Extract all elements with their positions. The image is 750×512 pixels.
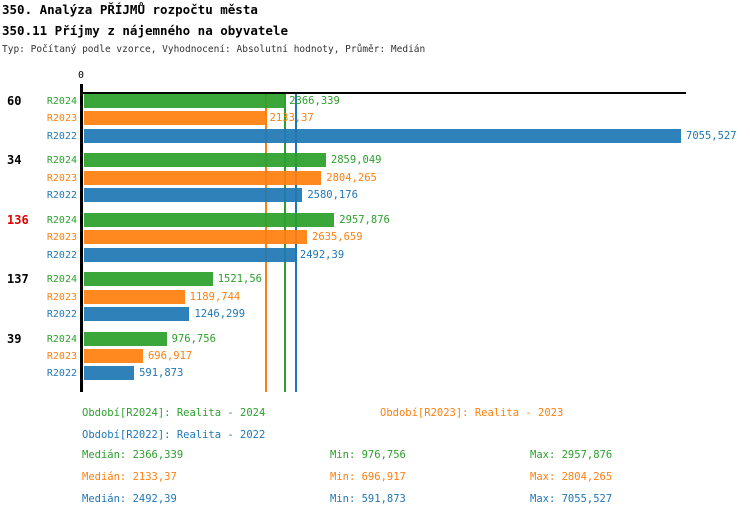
bar-value-label: 2635,659 bbox=[312, 231, 363, 244]
bar-r2022-group-39 bbox=[84, 366, 135, 381]
bar-value-label: 1189,744 bbox=[189, 290, 241, 303]
group-label-137: 137 bbox=[7, 272, 29, 287]
chart-title: 350. Analýza PŘÍJMŮ rozpočtu města bbox=[2, 2, 258, 17]
bar-value-label: 591,873 bbox=[139, 367, 184, 380]
legend-max-r2024: Max: 2957,876 bbox=[530, 449, 613, 461]
series-label-r2024: R2024 bbox=[46, 274, 77, 286]
series-label-r2022: R2022 bbox=[46, 368, 77, 380]
group-label-136: 136 bbox=[7, 212, 29, 227]
x-axis-line bbox=[80, 92, 686, 94]
bar-value-label: 2580,176 bbox=[307, 189, 358, 202]
series-label-r2022: R2022 bbox=[46, 190, 77, 202]
bar-r2023-group-60 bbox=[84, 111, 265, 126]
bar-value-label: 2957,876 bbox=[339, 213, 390, 226]
bar-r2024-group-136 bbox=[84, 212, 335, 227]
bar-value-label: 1521,56 bbox=[217, 273, 262, 286]
series-label-r2022: R2022 bbox=[46, 130, 77, 142]
series-label-r2024: R2024 bbox=[46, 155, 77, 167]
legend-max-r2022: Max: 7055,527 bbox=[530, 493, 613, 505]
bar-r2023-group-136 bbox=[84, 230, 307, 245]
bar-r2023-group-39 bbox=[84, 349, 143, 363]
series-label-r2024: R2024 bbox=[46, 333, 77, 345]
series-label-r2023: R2023 bbox=[46, 351, 77, 362]
series-label-r2023: R2023 bbox=[46, 291, 77, 303]
bar-r2024-group-60 bbox=[84, 94, 285, 108]
bar-value-label: 976,756 bbox=[171, 332, 216, 345]
bar-value-label: 2366,339 bbox=[289, 95, 340, 107]
x-axis-tick-label: 0 bbox=[77, 70, 85, 81]
legend-max-r2023: Max: 2804,265 bbox=[530, 471, 613, 483]
median-line-r2022 bbox=[294, 93, 297, 392]
bar-value-label: 7055,527 bbox=[686, 129, 737, 142]
legend-min-r2022: Min: 591,873 bbox=[330, 493, 406, 505]
bar-r2022-group-137 bbox=[84, 307, 190, 321]
series-label-r2023: R2023 bbox=[46, 113, 77, 125]
bar-r2022-group-34 bbox=[84, 188, 303, 203]
legend-median-r2022: Medián: 2492,39 bbox=[82, 493, 177, 505]
bar-value-label: 1246,299 bbox=[194, 308, 246, 320]
y-axis-line bbox=[80, 84, 83, 392]
series-label-r2023: R2023 bbox=[46, 232, 77, 244]
bar-value-label: 2859,049 bbox=[330, 154, 382, 167]
group-label-34: 34 bbox=[7, 153, 22, 168]
legend-min-r2023: Min: 696,917 bbox=[330, 471, 406, 483]
legend-period-r2022: Období[R2022]: Realita - 2022 bbox=[82, 429, 266, 441]
bar-r2023-group-34 bbox=[84, 170, 322, 185]
bar-r2024-group-137 bbox=[84, 272, 213, 287]
chart-meta: Typ: Počítaný podle vzorce, Vyhodnocení:… bbox=[2, 44, 426, 55]
series-label-r2022: R2022 bbox=[46, 309, 77, 320]
series-label-r2022: R2022 bbox=[46, 249, 77, 261]
bar-value-label: 2804,265 bbox=[326, 171, 377, 184]
bar-value-label: 2133,37 bbox=[269, 112, 314, 125]
bar-value-label: 2492,39 bbox=[299, 248, 345, 261]
group-label-39: 39 bbox=[7, 331, 22, 346]
legend-period-r2024: Období[R2024]: Realita - 2024 bbox=[82, 407, 266, 419]
median-line-r2024 bbox=[284, 93, 287, 392]
legend-min-r2024: Min: 976,756 bbox=[330, 449, 406, 461]
bar-r2022-group-60 bbox=[84, 128, 681, 143]
legend-median-r2023: Medián: 2133,37 bbox=[82, 471, 177, 483]
median-line-r2023 bbox=[264, 93, 267, 392]
bar-value-label: 696,917 bbox=[147, 350, 193, 362]
bar-r2023-group-137 bbox=[84, 289, 185, 304]
legend-median-r2024: Medián: 2366,339 bbox=[82, 449, 184, 461]
series-label-r2024: R2024 bbox=[46, 96, 77, 107]
bar-r2024-group-39 bbox=[84, 331, 167, 346]
chart-subtitle: 350.11 Příjmy z nájemného na obyvatele bbox=[2, 23, 288, 38]
bar-r2022-group-136 bbox=[84, 247, 295, 262]
group-label-60: 60 bbox=[7, 94, 22, 108]
bar-r2024-group-34 bbox=[84, 153, 326, 168]
series-label-r2024: R2024 bbox=[46, 214, 77, 226]
legend-period-r2023: Období[R2023]: Realita - 2023 bbox=[380, 407, 564, 419]
series-label-r2023: R2023 bbox=[46, 172, 77, 184]
